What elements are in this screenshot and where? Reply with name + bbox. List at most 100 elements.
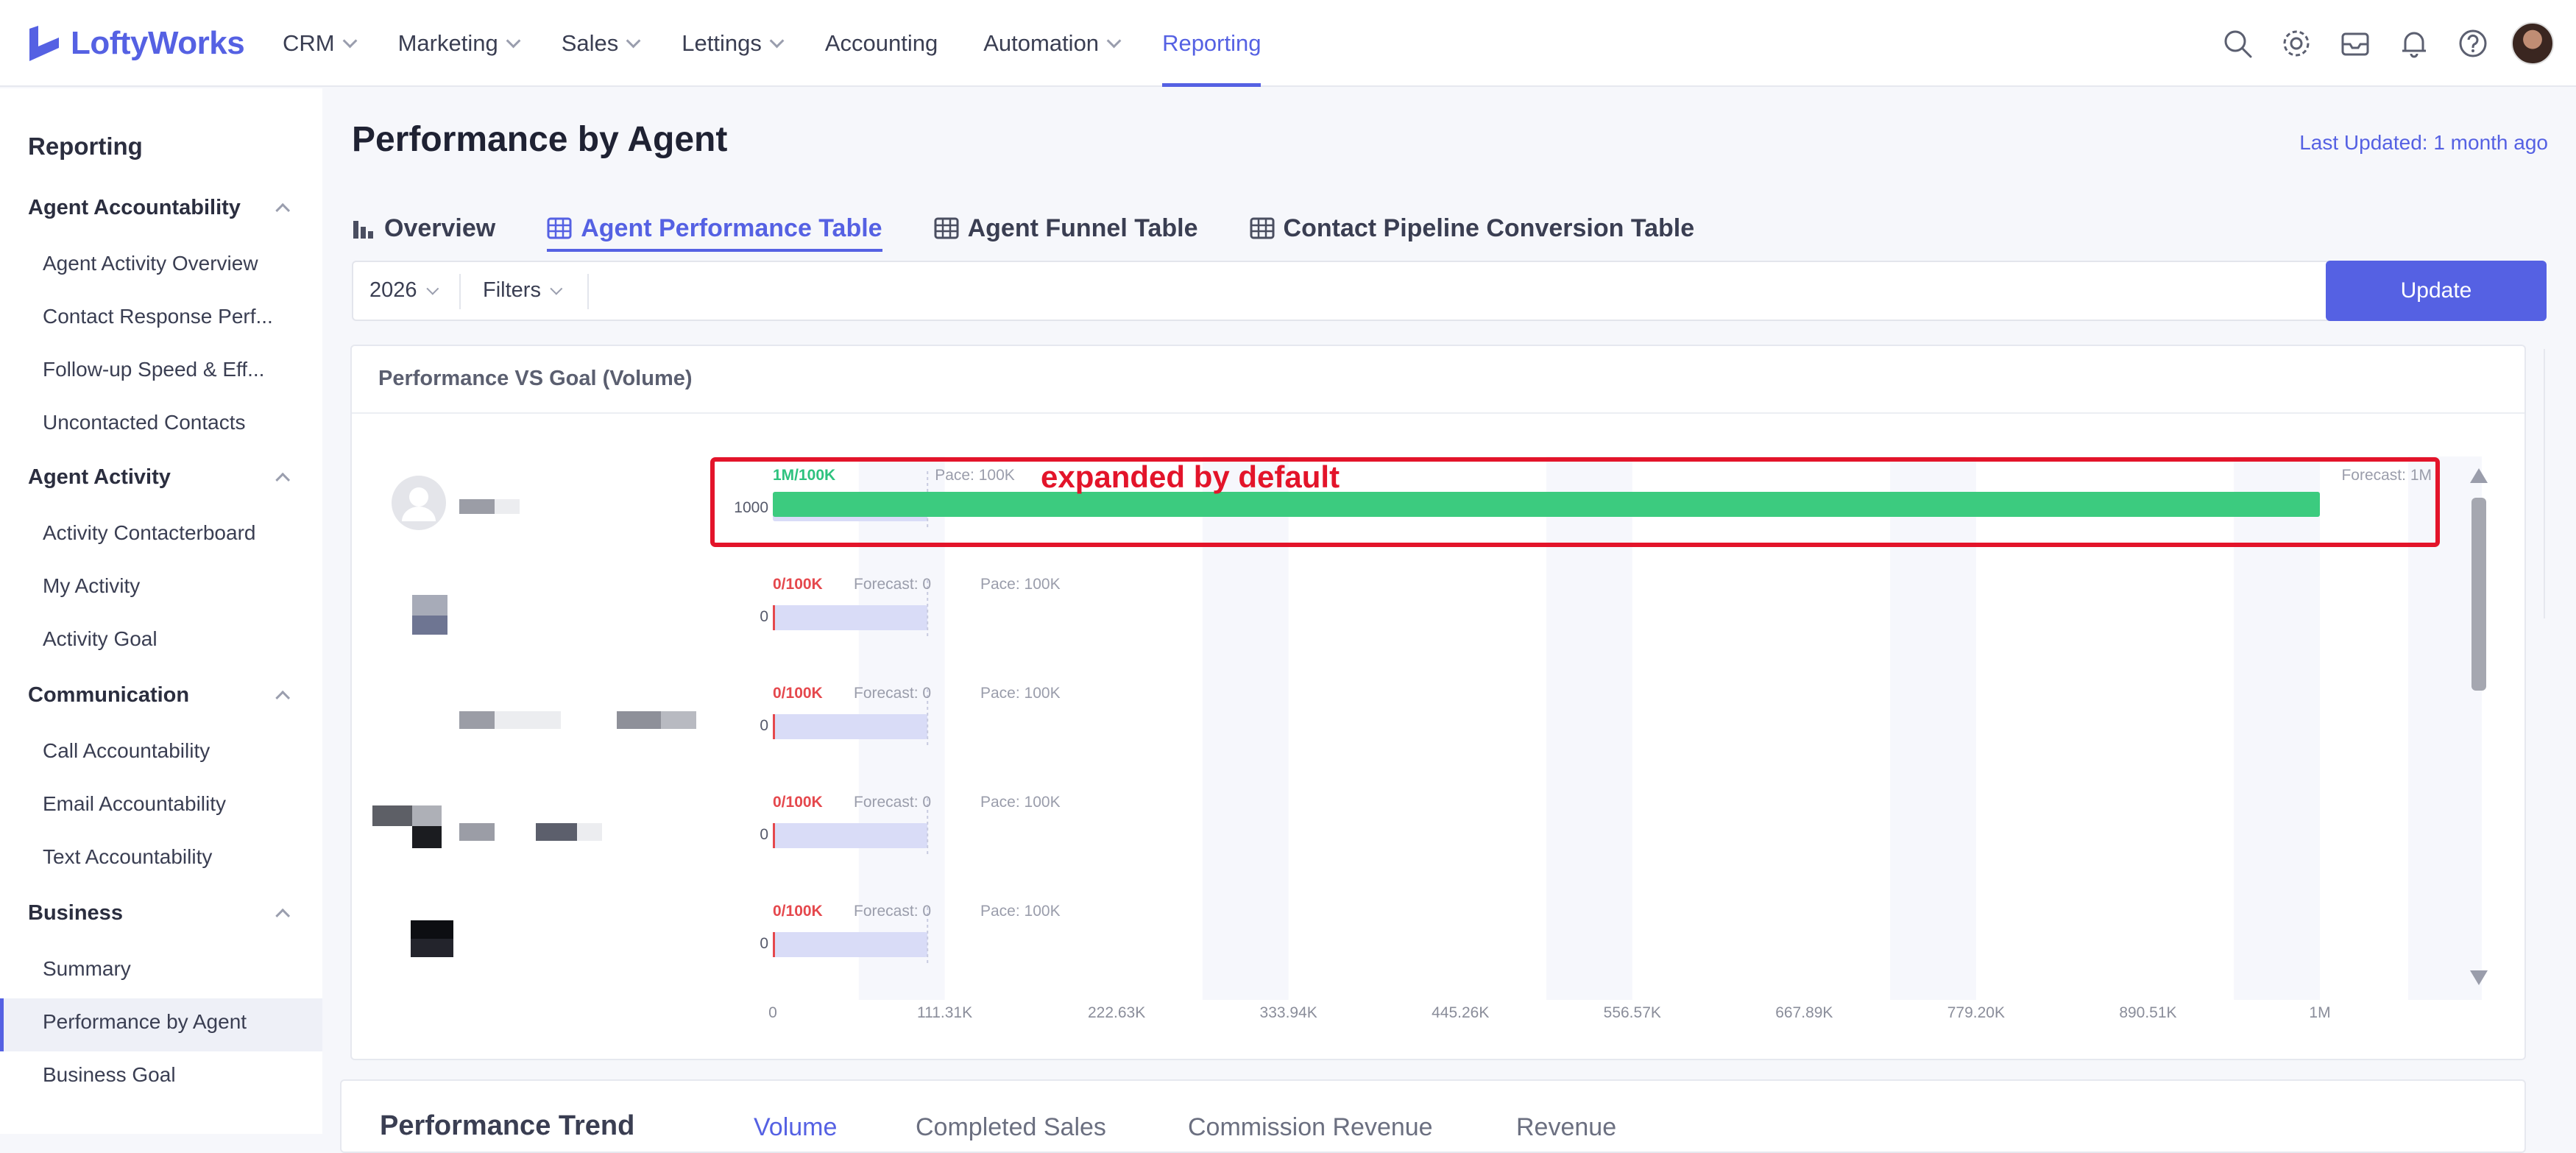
logo-mark-icon: [29, 26, 59, 61]
actual-bar: [773, 932, 775, 957]
actual-bar: [773, 492, 2320, 517]
row-pace-label: Pace: 100K: [980, 576, 1061, 593]
sidebar-active-highlight: [0, 998, 322, 1051]
grid-band: [2234, 456, 2320, 1000]
tab-agent-performance-table[interactable]: Agent Performance Table: [547, 206, 882, 252]
trend-tab-volume[interactable]: Volume: [754, 1113, 838, 1141]
redacted-agent-name: [577, 823, 602, 841]
goal-bar: [773, 823, 928, 848]
filters-dropdown-label: Filters: [483, 278, 541, 302]
trend-tab-completed-sales[interactable]: Completed Sales: [916, 1113, 1106, 1141]
sidebar-group-business[interactable]: Business: [28, 901, 300, 925]
tab-agent-funnel-table[interactable]: Agent Funnel Table: [934, 206, 1198, 250]
nav-accounting[interactable]: Accounting: [825, 0, 938, 87]
x-tick-label: 0: [768, 1004, 777, 1021]
row-value-label: 0: [760, 608, 768, 625]
help-icon[interactable]: [2452, 23, 2494, 64]
sidebar-group-agent-accountability[interactable]: Agent Accountability: [28, 196, 300, 220]
chevron-down-icon: [425, 282, 439, 295]
scroll-up-arrow-icon[interactable]: [2470, 468, 2488, 483]
actual-bar: [773, 714, 775, 739]
sidebar-item-performance-by-agent[interactable]: Performance by Agent: [43, 1010, 247, 1033]
chevron-down-icon: [1106, 33, 1122, 49]
performance-vs-goal-card: Performance VS Goal (Volume) 0 111.31K 222…: [350, 345, 2526, 1060]
nav-automation[interactable]: Automation: [983, 0, 1122, 87]
bell-icon[interactable]: [2393, 23, 2435, 64]
chevron-down-icon: [342, 33, 358, 49]
sidebar-item-call-accountability[interactable]: Call Accountability: [43, 739, 210, 762]
row-forecast-label: Forecast: 0: [854, 903, 931, 920]
sidebar-item-business-goal[interactable]: Business Goal: [43, 1063, 176, 1086]
x-tick-label: 779.20K: [1947, 1004, 2005, 1021]
grid-band: [1546, 456, 1632, 1000]
agent-avatar-placeholder: [392, 476, 446, 530]
trend-tab-commission-revenue[interactable]: Commission Revenue: [1188, 1113, 1433, 1141]
tab-overview[interactable]: Overview: [352, 206, 495, 250]
redacted-agent-name: [495, 499, 520, 514]
nav-sales[interactable]: Sales: [562, 0, 641, 87]
sidebar: Reporting Agent Accountability Agent Act…: [0, 88, 322, 1134]
table-icon: [1250, 217, 1275, 239]
chevron-up-icon: [275, 690, 291, 705]
sidebar-item-uncontacted-contacts[interactable]: Uncontacted Contacts: [43, 411, 246, 434]
nav-reporting[interactable]: Reporting: [1162, 0, 1262, 87]
scroll-down-arrow-icon[interactable]: [2470, 970, 2488, 985]
sidebar-item-my-activity[interactable]: My Activity: [43, 574, 141, 597]
row-ratio-label: 0/100K: [773, 794, 823, 811]
grid-band: [1890, 456, 1976, 1000]
nav-accounting-label: Accounting: [824, 30, 938, 56]
sidebar-group-agent-activity[interactable]: Agent Activity: [28, 465, 300, 490]
filters-dropdown[interactable]: Filters: [483, 278, 563, 303]
row-ratio-label: 0/100K: [773, 576, 823, 593]
update-button[interactable]: Update: [2326, 261, 2547, 321]
header-actions: [2199, 22, 2554, 65]
chevron-down-icon: [550, 282, 563, 295]
sidebar-group-label: Agent Activity: [28, 465, 171, 489]
sidebar-item-follow-up-speed[interactable]: Follow-up Speed & Eff...: [43, 358, 265, 381]
chevron-down-icon: [769, 33, 785, 49]
sidebar-item-activity-contacterboard[interactable]: Activity Contacterboard: [43, 521, 256, 544]
x-tick-label: 890.51K: [2119, 1004, 2176, 1021]
sidebar-group-label: Communication: [28, 683, 190, 707]
page-title: Performance by Agent: [352, 120, 728, 159]
year-select[interactable]: 2026: [369, 278, 439, 303]
performance-trend-card: Performance Trend Volume Completed Sales…: [340, 1079, 2526, 1153]
sidebar-item-agent-activity-overview[interactable]: Agent Activity Overview: [43, 252, 258, 275]
redacted-agent-avatar: [372, 805, 412, 826]
inbox-icon[interactable]: [2335, 23, 2376, 64]
redacted-agent-avatar: [411, 920, 453, 957]
nav-crm[interactable]: CRM: [283, 0, 358, 87]
nav-marketing[interactable]: Marketing: [397, 0, 521, 87]
performance-vs-goal-chart: 0 111.31K 222.63K 333.94K 445.26K 556.57K 667.…: [710, 456, 2488, 1021]
row-ratio-label: 0/100K: [773, 903, 823, 920]
trend-tab-revenue[interactable]: Revenue: [1516, 1113, 1617, 1141]
user-avatar[interactable]: [2511, 22, 2554, 65]
sidebar-item-activity-goal[interactable]: Activity Goal: [43, 627, 158, 650]
logo[interactable]: LoftyWorks: [26, 21, 245, 66]
nav-marketing-label: Marketing: [397, 30, 498, 56]
nav-lettings-label: Lettings: [682, 30, 762, 56]
row-pace-label: Pace: 100K: [980, 794, 1061, 811]
row-forecast-label: Forecast: 0: [854, 576, 931, 593]
redacted-agent-name: [661, 711, 696, 729]
sidebar-item-summary[interactable]: Summary: [43, 957, 131, 980]
report-tabs: Overview Agent Performance Table Agent F…: [352, 206, 1746, 258]
nav-lettings[interactable]: Lettings: [682, 0, 785, 87]
redacted-agent-name: [459, 823, 495, 841]
tab-overview-label: Overview: [384, 214, 496, 242]
sidebar-group-communication[interactable]: Communication: [28, 683, 300, 708]
sidebar-item-text-accountability[interactable]: Text Accountability: [43, 845, 213, 868]
chevron-up-icon: [275, 472, 291, 487]
tab-contact-pipeline-conversion-table[interactable]: Contact Pipeline Conversion Table: [1250, 206, 1695, 250]
sidebar-item-email-accountability[interactable]: Email Accountability: [43, 792, 227, 815]
bar-chart-icon: [353, 221, 373, 239]
main-nav: CRM Marketing Sales Lettings Accounting …: [283, 0, 1306, 87]
redacted-agent-name: [617, 711, 661, 729]
sidebar-item-contact-response[interactable]: Contact Response Perf...: [43, 305, 273, 328]
gear-icon[interactable]: [2276, 23, 2317, 64]
search-icon[interactable]: [2217, 23, 2258, 64]
scrollbar-thumb[interactable]: [2471, 498, 2486, 691]
row-ratio-label: 0/100K: [773, 685, 823, 702]
tab-contact-pipeline-conversion-table-label: Contact Pipeline Conversion Table: [1283, 214, 1695, 242]
x-tick-label: 445.26K: [1432, 1004, 1489, 1021]
